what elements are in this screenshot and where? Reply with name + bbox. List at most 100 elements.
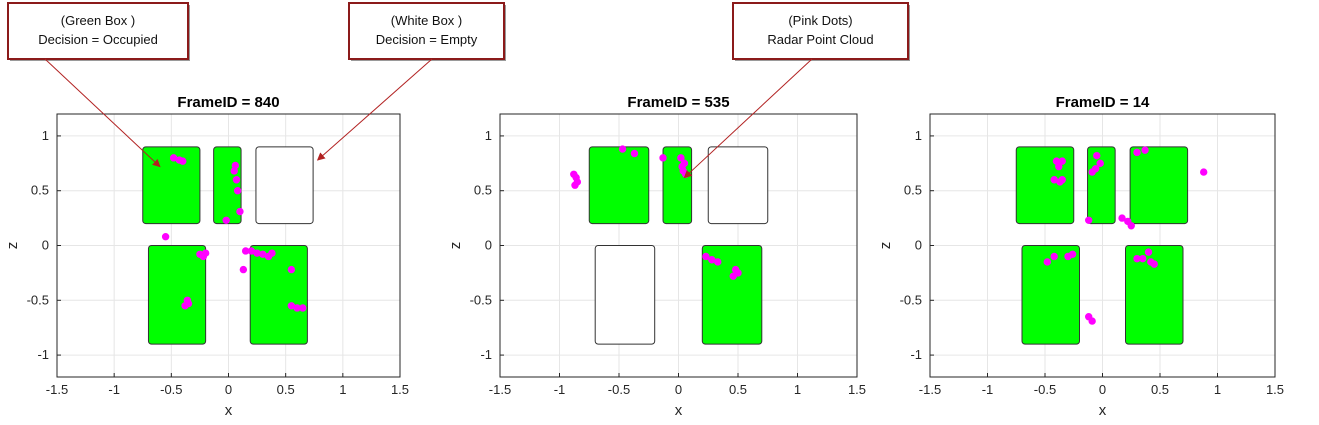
radar-point bbox=[201, 249, 210, 257]
y-tick-label: -1 bbox=[910, 347, 922, 362]
x-tick-label: 0 bbox=[225, 382, 232, 397]
seat-box-occupied bbox=[701, 245, 763, 345]
callout-line-2: Decision = Empty bbox=[376, 32, 478, 47]
radar-point bbox=[618, 145, 627, 153]
seat-box-occupied bbox=[588, 146, 650, 225]
radar-point bbox=[1043, 258, 1052, 266]
axes-frame bbox=[499, 113, 858, 378]
radar-point bbox=[1058, 176, 1066, 184]
radar-point bbox=[1127, 222, 1135, 230]
radar-point bbox=[239, 265, 248, 274]
x-tick-label: 0.5 bbox=[729, 382, 747, 397]
y-tick-label: 0.5 bbox=[31, 183, 49, 198]
radar-point bbox=[181, 302, 189, 310]
chart-panel-0: -1.5 -1 -0.5 0 0.5 1 1.5 -1 -0.5 0 0.5 1 FrameID = 8… bbox=[4, 94, 409, 419]
radar-point bbox=[268, 249, 276, 257]
radar-point bbox=[630, 149, 639, 158]
seat-box-occupied bbox=[1129, 146, 1189, 225]
chart-panel-1: -1.5 -1 -0.5 0 0.5 1 1.5 -1 -0.5 0 0.5 1 FrameID = 5… bbox=[447, 94, 866, 419]
callout-arrow bbox=[316, 58, 433, 161]
y-tick-label: 0 bbox=[42, 238, 49, 253]
radar-point bbox=[1050, 252, 1058, 261]
seat-box-occupied bbox=[1015, 146, 1075, 225]
chart-title: FrameID = 535 bbox=[627, 94, 729, 111]
y-tick-label: -0.5 bbox=[900, 292, 922, 307]
x-tick-label: 0.5 bbox=[1151, 382, 1169, 397]
callout-line-1: (Green Box ) bbox=[61, 13, 135, 28]
seat-box-occupied bbox=[1125, 245, 1184, 345]
y-tick-label: 0 bbox=[915, 238, 922, 253]
y-axis-label: z bbox=[447, 242, 464, 250]
y-tick-label: -1 bbox=[480, 347, 492, 362]
radar-point bbox=[1141, 146, 1149, 154]
y-tick-label: -0.5 bbox=[27, 292, 49, 307]
callout-box bbox=[7, 2, 189, 60]
radar-point bbox=[1096, 159, 1104, 168]
x-tick-label: 1.5 bbox=[1266, 382, 1284, 397]
radar-point bbox=[677, 154, 685, 162]
annotation-callout-0: (Green Box ) Decision = Occupied bbox=[7, 2, 190, 168]
radar-point bbox=[1144, 248, 1153, 256]
seat-box-occupied bbox=[249, 245, 308, 345]
radar-point bbox=[236, 207, 244, 216]
x-tick-label: 0 bbox=[675, 382, 682, 397]
radar-point bbox=[299, 304, 307, 312]
callout-box bbox=[732, 2, 909, 60]
callout-arrow bbox=[683, 58, 813, 179]
radar-point bbox=[230, 167, 238, 175]
radar-point bbox=[287, 265, 296, 274]
callout-box bbox=[348, 2, 505, 60]
radar-point bbox=[1150, 260, 1158, 268]
chart-title: FrameID = 840 bbox=[177, 94, 279, 111]
annotation-callout-1: (White Box ) Decision = Empty bbox=[316, 2, 506, 161]
chart-panel-2: -1.5 -1 -0.5 0 0.5 1 1.5 -1 -0.5 0 0.5 1 FrameID = 1… bbox=[877, 94, 1284, 419]
y-tick-label: 1 bbox=[915, 128, 922, 143]
radar-point bbox=[161, 233, 170, 241]
radar-point bbox=[1093, 151, 1101, 160]
seat-box-empty bbox=[255, 146, 314, 225]
x-tick-label: -0.5 bbox=[608, 382, 630, 397]
radar-point bbox=[714, 258, 722, 266]
axes-frame bbox=[929, 113, 1276, 378]
radar-point bbox=[1085, 216, 1093, 224]
x-tick-label: 1.5 bbox=[848, 382, 866, 397]
x-tick-label: 1 bbox=[794, 382, 801, 397]
axes-frame bbox=[56, 113, 401, 378]
radar-point bbox=[1200, 168, 1208, 176]
x-tick-label: 1 bbox=[1214, 382, 1221, 397]
x-tick-label: -1.5 bbox=[919, 382, 941, 397]
radar-point bbox=[1133, 148, 1141, 157]
x-tick-label: 0 bbox=[1099, 382, 1106, 397]
y-axis-label: z bbox=[877, 242, 894, 250]
radar-point bbox=[1068, 250, 1077, 258]
radar-point bbox=[1139, 254, 1147, 263]
x-tick-label: -0.5 bbox=[1034, 382, 1056, 397]
y-tick-label: 1 bbox=[42, 128, 49, 143]
callout-line-1: (White Box ) bbox=[391, 13, 463, 28]
y-tick-label: 1 bbox=[485, 128, 492, 143]
seat-box-occupied bbox=[1021, 245, 1080, 345]
y-tick-label: 0.5 bbox=[474, 183, 492, 198]
x-axis-label: x bbox=[675, 402, 683, 419]
x-tick-label: 0.5 bbox=[277, 382, 295, 397]
callout-line-2: Decision = Occupied bbox=[38, 32, 158, 47]
callout-line-2: Radar Point Cloud bbox=[767, 32, 873, 47]
y-tick-label: -1 bbox=[37, 347, 49, 362]
y-tick-label: -0.5 bbox=[470, 292, 492, 307]
x-tick-label: 1 bbox=[339, 382, 346, 397]
radar-point bbox=[1058, 157, 1066, 165]
radar-point bbox=[179, 157, 187, 165]
x-tick-label: -1 bbox=[108, 382, 120, 397]
radar-point bbox=[232, 176, 241, 184]
radar-point bbox=[1118, 214, 1126, 222]
x-tick-label: -1 bbox=[554, 382, 566, 397]
seat-box-empty bbox=[594, 245, 656, 345]
y-tick-label: 0 bbox=[485, 238, 492, 253]
radar-point bbox=[1088, 317, 1096, 325]
x-tick-label: -0.5 bbox=[160, 382, 182, 397]
y-tick-label: 0.5 bbox=[904, 183, 922, 198]
radar-point bbox=[729, 272, 737, 280]
radar-point bbox=[1055, 162, 1063, 171]
x-tick-label: -1 bbox=[982, 382, 994, 397]
